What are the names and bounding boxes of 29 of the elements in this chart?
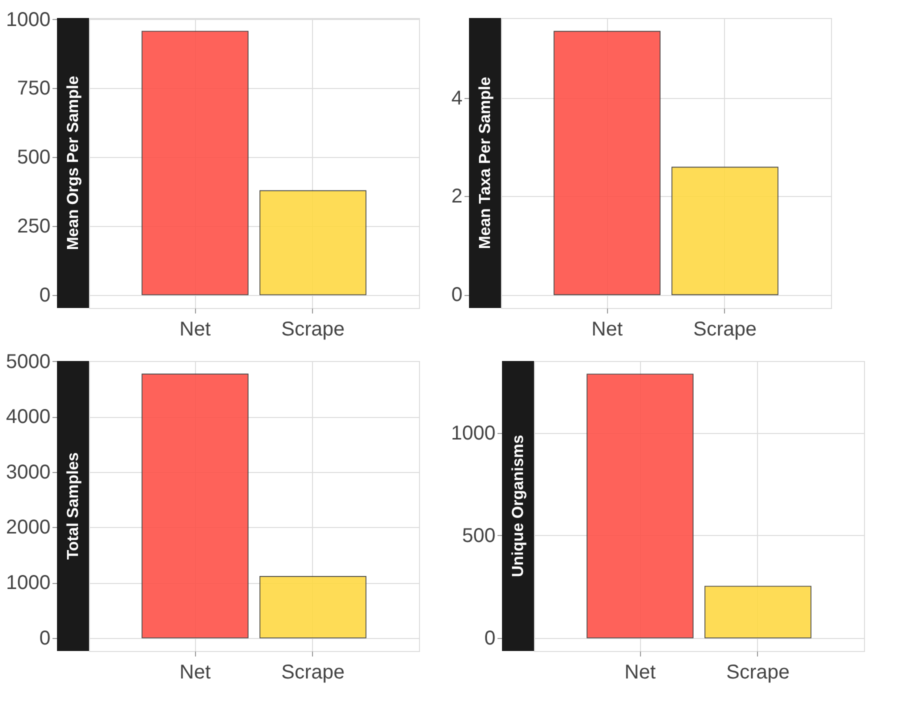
y-tick-label: 0 (484, 627, 496, 650)
y-tick-label: 4000 (6, 406, 50, 428)
y-tick-label: 1000 (6, 8, 50, 31)
x-tick-label: Net (592, 318, 624, 340)
y-tick-label: 1000 (6, 572, 50, 594)
x-tick-label: Net (180, 662, 212, 684)
y-tick-label: 0 (451, 284, 462, 306)
y-tick-label: 3000 (6, 461, 50, 484)
y-tick-label: 0 (39, 627, 50, 650)
x-tick-label: Net (180, 318, 212, 340)
x-tick-label: Net (624, 662, 656, 684)
y-tick-label: 5000 (6, 350, 50, 373)
y-tick-label: 2000 (6, 516, 50, 539)
y-tick-label: 2 (451, 186, 462, 208)
y-tick-label: 500 (17, 146, 50, 169)
y-axis-title: Mean Orgs Per Sample (65, 76, 82, 250)
y-tick-label: 0 (39, 284, 50, 306)
x-tick-label: Scrape (726, 662, 790, 684)
y-axis-title: Mean Taxa Per Sample (477, 76, 494, 250)
x-tick-label: Scrape (693, 318, 757, 340)
y-tick-label: 4 (451, 87, 462, 110)
x-tick-label: Scrape (281, 662, 345, 684)
y-axis-title: Unique Organisms (510, 434, 527, 578)
y-tick-label: 1000 (451, 422, 496, 444)
y-tick-label: 250 (17, 215, 50, 238)
x-tick-label: Scrape (281, 318, 345, 340)
y-tick-label: 500 (462, 524, 496, 547)
y-axis-title: Total Samples (65, 452, 82, 560)
y-tick-label: 750 (17, 78, 50, 100)
